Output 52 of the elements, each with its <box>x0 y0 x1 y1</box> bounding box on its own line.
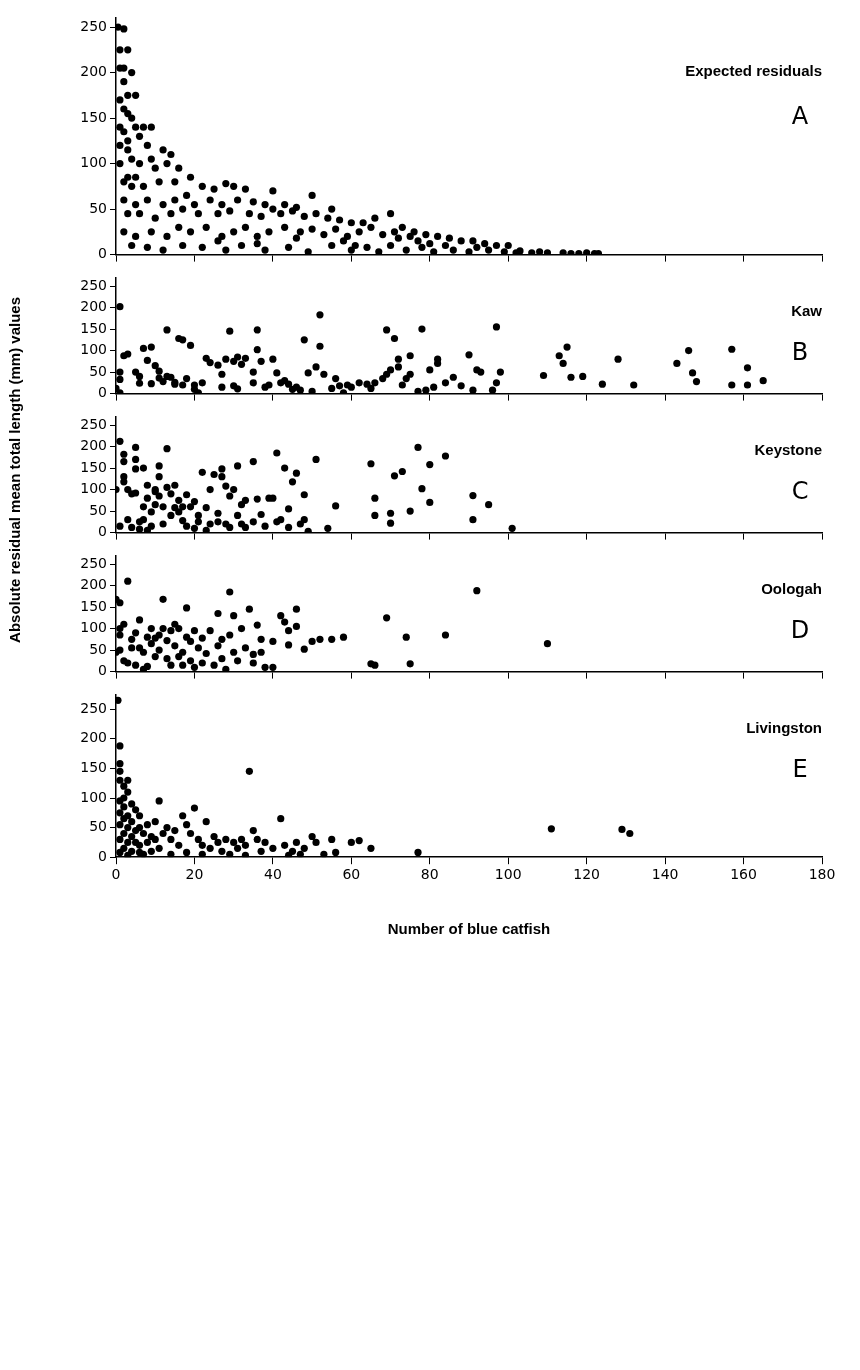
y-tick-label: 150 <box>80 458 107 475</box>
x-tick-label: 100 <box>494 866 522 883</box>
y-tick-label: 200 <box>80 729 107 746</box>
y-tick-label: 200 <box>80 576 107 593</box>
y-axis-title: Absolute residual mean total length (mm) values <box>6 297 23 643</box>
y-tick-label: 50 <box>89 199 107 216</box>
y-tick-label: 0 <box>98 662 107 679</box>
x-tick-label: 160 <box>730 866 757 883</box>
y-tick-label: 100 <box>80 341 107 358</box>
text: Livingston <box>746 718 822 736</box>
y-tick-label: 50 <box>89 640 107 657</box>
x-axis-title: Number of blue catfish <box>387 920 551 938</box>
y-tick-label: 250 <box>80 554 107 571</box>
y-tick-label: 250 <box>80 699 107 716</box>
x-tick-label: 120 <box>573 866 601 883</box>
y-tick-label: 200 <box>80 298 107 315</box>
y-tick-label: 150 <box>80 759 107 776</box>
y-tick-label: 0 <box>98 847 107 864</box>
x-tick-label: 60 <box>342 866 361 883</box>
text: Keystone <box>754 440 822 458</box>
y-tick-label: 150 <box>80 108 107 125</box>
y-tick-label: 50 <box>89 818 107 835</box>
x-tick-label: 180 <box>808 866 836 883</box>
annotation: C <box>791 476 809 505</box>
x-tick-label: 40 <box>263 866 282 883</box>
y-tick-label: 150 <box>80 597 107 614</box>
x-tick-label: 80 <box>420 866 439 883</box>
y-tick-label: 200 <box>80 63 107 80</box>
y-tick-label: 100 <box>80 788 107 805</box>
annotation: D <box>790 615 810 644</box>
text: Kaw <box>791 301 823 319</box>
y-tick-label: 100 <box>80 154 107 171</box>
y-tick-label: 0 <box>98 384 107 401</box>
x-tick-label: 0 <box>111 866 121 883</box>
text: Expected residuals <box>685 62 822 80</box>
y-tick-label: 250 <box>80 415 107 432</box>
x-tick-label: 140 <box>651 866 679 883</box>
annotation: B <box>791 337 809 366</box>
x-tick-label: 20 <box>185 866 204 883</box>
y-tick-label: 100 <box>80 480 107 497</box>
y-tick-label: 150 <box>80 319 107 336</box>
y-tick-label: 250 <box>80 276 107 293</box>
annotation: E <box>792 754 808 783</box>
y-tick-label: 50 <box>89 362 107 379</box>
text: Oologah <box>761 579 822 597</box>
y-tick-label: 200 <box>80 437 107 454</box>
annotation: A <box>791 102 809 131</box>
y-tick-label: 50 <box>89 501 107 518</box>
y-tick-label: 0 <box>98 245 107 262</box>
y-tick-label: 250 <box>80 17 107 34</box>
y-tick-label: 0 <box>98 523 107 540</box>
y-tick-label: 100 <box>80 619 107 636</box>
